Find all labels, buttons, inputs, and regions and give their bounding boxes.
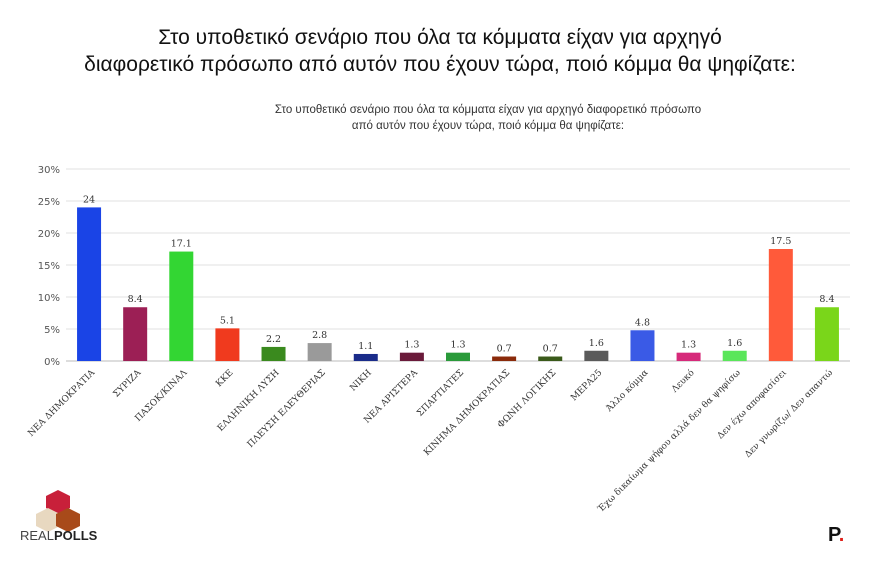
x-tick-label: Έχω δικαίωμα ψήφου αλλά δεν θα ψηφίσω: [595, 367, 742, 514]
data-label: 0.7: [543, 344, 558, 355]
chart-title: από αυτόν που έχουν τώρα, ποιό κόμμα θα …: [352, 120, 624, 132]
x-tick-label: ΣΥΡΙΖΑ: [112, 368, 144, 400]
chart-title: Στο υποθετικό σενάριο που όλα τα κόμματα…: [275, 104, 701, 116]
bar: [399, 352, 424, 361]
data-label: 1.6: [727, 338, 742, 349]
bar: [814, 307, 839, 361]
x-tick-label: Λευκό: [669, 367, 697, 395]
bar: [446, 352, 470, 361]
bar: [261, 346, 286, 361]
bar: [584, 350, 609, 361]
x-tick-label: Άλλο κόμμα: [603, 367, 650, 414]
x-tick-label: ΝΙΚΗ: [348, 368, 374, 394]
data-label: 17.5: [770, 236, 791, 247]
bar: [676, 352, 701, 361]
y-tick-label: 15%: [38, 261, 60, 272]
data-label: 8.4: [128, 294, 143, 305]
data-label: 8.4: [819, 294, 834, 305]
data-label: 1.1: [358, 341, 373, 352]
title-line: διαφορετικό πρόσωπο από αυτόν που έχουν …: [84, 53, 796, 76]
data-label: 2.8: [312, 330, 327, 341]
p-logo: P.: [828, 524, 845, 546]
y-tick-label: 0%: [44, 357, 60, 368]
svg-text:REALPOLLS: REALPOLLS: [20, 528, 98, 543]
x-tick-label: Δεν γνωρίζω/ Δεν απαντώ: [742, 367, 835, 460]
bar: [492, 356, 517, 361]
y-tick-label: 25%: [38, 197, 60, 208]
x-tick-label: ΣΠΑΡΤΙΑΤΕΣ: [415, 368, 466, 419]
y-tick-label: 20%: [38, 229, 60, 240]
x-tick-label: ΝΕΑ ΔΗΜΟΚΡΑΤΙΑ: [26, 368, 97, 439]
y-tick-label: 5%: [44, 325, 60, 336]
bar: [169, 251, 194, 361]
bar: [768, 249, 793, 361]
bar: [215, 328, 240, 361]
x-tick-label: ΜΕΡΑ25: [569, 368, 604, 403]
data-label: 5.1: [220, 315, 235, 326]
bar: [77, 207, 102, 361]
x-tick-label: ΠΛΕΥΣΗ ΕΛΕΥΘΕΡΙΑΣ: [246, 368, 328, 450]
data-label: 24: [83, 194, 95, 205]
realpolls-logo: REALPOLLS: [20, 490, 98, 543]
data-label: 0.7: [497, 344, 512, 355]
data-label: 1.3: [404, 340, 419, 351]
data-label: 1.3: [450, 340, 465, 351]
x-tick-label: ΚΙΝΗΜΑ ΔΗΜΟΚΡΑΤΙΑΣ: [422, 368, 512, 458]
bar: [630, 330, 655, 361]
title-line: Στο υποθετικό σενάριο που όλα τα κόμματα…: [158, 26, 722, 49]
data-label: 17.1: [171, 239, 192, 250]
y-tick-label: 10%: [38, 293, 60, 304]
bar: [353, 353, 378, 361]
data-label: 2.2: [266, 334, 281, 345]
x-tick-label: ΚΚΕ: [214, 368, 235, 389]
y-tick-label: 30%: [38, 165, 60, 176]
bar: [307, 343, 332, 361]
data-label: 1.3: [681, 340, 696, 351]
data-label: 4.8: [635, 317, 650, 328]
bar: [123, 307, 148, 361]
data-label: 1.6: [589, 338, 604, 349]
bar: [722, 350, 747, 361]
bar: [538, 356, 563, 361]
page-title: Στο υποθετικό σενάριο που όλα τα κόμματα…: [0, 24, 880, 78]
